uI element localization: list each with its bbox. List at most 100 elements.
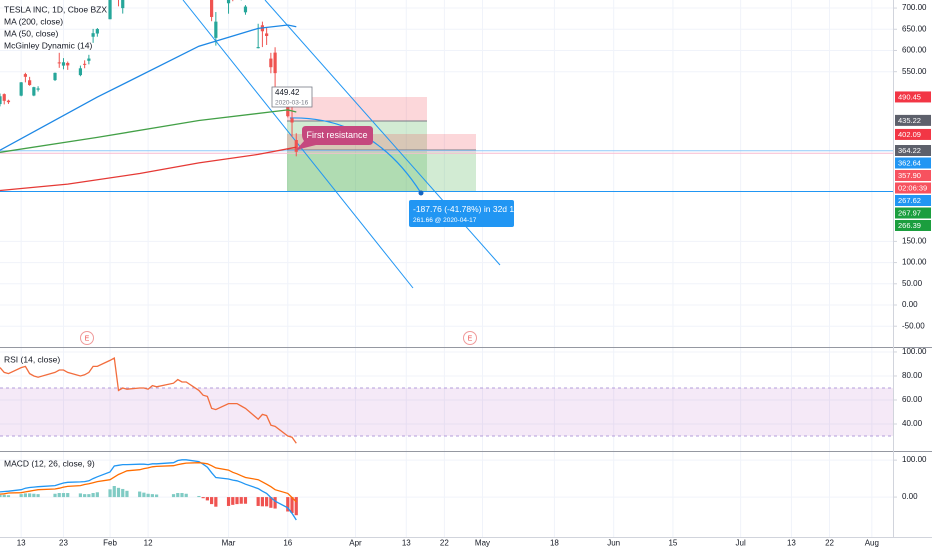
histogram-bar	[273, 497, 277, 509]
histogram-bar	[95, 492, 99, 498]
histogram-bar	[28, 493, 32, 498]
price-label-box	[895, 219, 931, 231]
candle-body	[36, 88, 40, 90]
histogram-bar	[294, 497, 298, 516]
histogram-bar	[112, 486, 116, 498]
y-tick-label: 550.00	[902, 67, 927, 76]
histogram-bar	[53, 493, 57, 498]
histogram-bar	[286, 497, 290, 512]
histogram-bar	[19, 494, 23, 498]
histogram-bar	[83, 494, 87, 498]
histogram-bar	[210, 497, 214, 505]
y-tick-label: 600.00	[902, 46, 927, 55]
x-tick-label: Jul	[736, 539, 746, 548]
earnings-label: E	[85, 335, 90, 342]
price-label-box	[895, 169, 931, 181]
projection-end	[418, 190, 424, 196]
histogram-bar	[121, 488, 125, 498]
histogram-bar	[201, 497, 205, 499]
candle-body	[243, 6, 248, 13]
price-label: 267.97	[898, 208, 921, 217]
histogram-bar	[36, 494, 40, 498]
series-line	[0, 356, 297, 444]
x-tick-label: Jun	[607, 539, 620, 548]
histogram-bar	[116, 487, 121, 498]
price-label: 357.90	[898, 171, 921, 180]
countdown-box	[895, 182, 931, 194]
candle-body	[66, 62, 70, 66]
candle-body	[290, 118, 294, 123]
candle-body	[83, 63, 87, 65]
candle-body	[256, 47, 260, 49]
x-tick-label: 13	[402, 539, 411, 548]
histogram-bar	[184, 493, 188, 498]
pane-marks	[0, 459, 298, 521]
candle-body	[226, 0, 231, 4]
candle-body	[294, 139, 298, 152]
x-tick-label: 18	[550, 539, 559, 548]
series-line	[0, 462, 297, 503]
histogram-bar	[2, 494, 6, 498]
x-tick-label: 22	[440, 539, 449, 548]
price-label-box	[895, 91, 931, 103]
rsi-band	[0, 387, 893, 436]
x-tick-label: Aug	[865, 539, 879, 548]
histogram-bar	[290, 497, 294, 513]
marks	[0, 0, 893, 521]
candle-body	[91, 33, 95, 37]
histogram-bar	[87, 494, 91, 498]
x-tick-label: 16	[283, 539, 292, 548]
price-label: 362.64	[898, 158, 921, 167]
earnings-marker[interactable]	[80, 331, 94, 345]
price-label-box	[895, 207, 931, 219]
earnings-marker[interactable]	[463, 331, 477, 345]
histogram-bar	[23, 493, 27, 498]
histogram-bar	[138, 491, 142, 498]
histogram-bar	[176, 493, 180, 498]
price-label-box	[895, 144, 931, 156]
candle-body	[28, 80, 32, 86]
y-tick-label: -50.00	[902, 321, 925, 330]
histogram-bar	[32, 493, 36, 498]
x-tick-label: 13	[787, 539, 796, 548]
callout	[296, 126, 373, 150]
histogram-bar	[171, 494, 176, 498]
histogram-bar	[226, 497, 231, 506]
price-label-box	[895, 194, 931, 206]
histogram-bar	[180, 493, 184, 498]
histogram-bar	[91, 493, 95, 498]
x-tick-label: 12	[144, 539, 153, 548]
pane-marks	[0, 0, 298, 192]
histogram-bar	[239, 497, 243, 504]
trend-line	[182, 0, 414, 289]
histogram-bar	[0, 494, 2, 498]
entry-box	[271, 86, 313, 108]
candle-body	[108, 0, 112, 20]
pane-title: TESLA INC, 1D, Cboe BZX	[4, 4, 107, 14]
series-line	[0, 146, 297, 192]
legend-entry: MA (200, close)	[4, 16, 63, 26]
candle-body	[61, 62, 66, 66]
entry-date: 2020-03-16	[275, 100, 309, 107]
pane-marks	[0, 356, 893, 444]
candle-body	[87, 58, 91, 61]
y-tick-label: 60.00	[902, 395, 923, 404]
y-tick-label: 100.00	[902, 258, 927, 267]
legend-entry: McGinley Dynamic (14)	[4, 40, 92, 50]
series-line	[0, 24, 297, 151]
y-tick-label: 50.00	[902, 279, 923, 288]
candle-body	[78, 68, 83, 76]
y-tick-label: 0.00	[902, 492, 918, 501]
series-line	[0, 459, 297, 521]
candle-body	[2, 94, 6, 101]
y-tick-label: 150.00	[902, 236, 927, 245]
candle-body	[273, 52, 277, 74]
position-target-zone	[287, 152, 476, 192]
y-tick-label: 80.00	[902, 371, 923, 380]
price-label-box	[895, 157, 931, 169]
histogram-bar	[6, 495, 11, 498]
histogram-bar	[260, 497, 264, 507]
histogram-bar	[154, 494, 159, 498]
drawings	[0, 0, 893, 289]
